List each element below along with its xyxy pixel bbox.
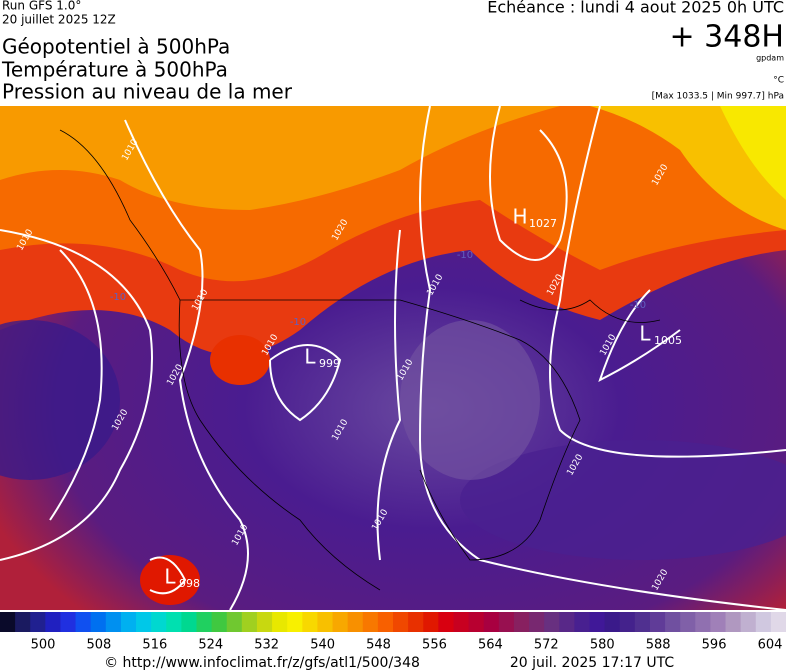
footer-generated: 20 juil. 2025 17:17 UTC: [510, 655, 675, 671]
pressure-center-value: 1005: [654, 334, 682, 347]
colorbar-swatch: [634, 612, 651, 632]
colorbar-tick-label: 532: [254, 638, 279, 653]
colorbar-swatch: [105, 612, 122, 632]
title-line: Pression au niveau de la mer: [2, 80, 293, 104]
temperature-label: -10: [630, 300, 646, 311]
coastlines: [59, 129, 661, 591]
colorbar-swatch: [377, 612, 394, 632]
colorbar-swatch: [665, 612, 681, 632]
temperature-label: -10: [110, 292, 126, 303]
run-date: 20 juillet 2025 12Z: [2, 13, 116, 27]
colorbar-swatch: [513, 612, 530, 632]
colorbar-tick-label: 548: [366, 638, 391, 653]
colorbar: 500 508 516 524 532 540 548 556 564 572 580 588 596 6…: [0, 612, 786, 653]
pressure-center-letter: L: [304, 345, 316, 369]
colorbar-swatch: [60, 612, 77, 632]
colorbar-tick-label: 500: [31, 638, 56, 653]
unit-geopotential: gpdam: [756, 54, 784, 63]
colorbar-tick-label: 564: [478, 638, 503, 653]
colorbar-swatch: [710, 612, 727, 632]
colorbar-tick-label: 540: [310, 638, 335, 653]
colorbar-swatch: [362, 612, 379, 632]
colorbar-swatch: [574, 612, 590, 632]
colorbar-tick-label: 596: [702, 638, 727, 653]
colorbar-tick-label: 516: [142, 638, 167, 653]
colorbar-swatch: [604, 612, 621, 632]
colorbar-swatch: [287, 612, 303, 632]
colorbar-swatch: [725, 612, 742, 632]
colorbar-swatch: [529, 612, 545, 632]
colorbar-swatch: [393, 612, 409, 632]
colorbar-swatch: [120, 612, 137, 632]
colorbar-swatch: [408, 612, 424, 632]
colorbar-swatch: [589, 612, 606, 632]
colorbar-swatch: [181, 612, 197, 632]
title-line: Géopotentiel à 500hPa: [2, 35, 230, 59]
colorbar-swatch: [483, 612, 500, 632]
colorbar-swatch: [272, 612, 288, 632]
map-background: [0, 106, 786, 610]
colorbar-swatch: [423, 612, 439, 632]
colorbar-swatch: [30, 612, 46, 632]
colorbar-swatch: [226, 612, 243, 632]
colorbar-swatch: [317, 612, 334, 632]
colorbar-swatch: [347, 612, 364, 632]
colorbar-swatch: [453, 612, 470, 632]
colorbar-tick-label: 556: [422, 638, 447, 653]
colorbar-swatch: [302, 612, 318, 632]
pressure-center-letter: L: [164, 565, 176, 589]
echeance: Echéance : lundi 4 aout 2025 0h UTC: [487, 0, 784, 17]
colorbar-swatch: [90, 612, 107, 632]
colorbar-swatch: [755, 612, 772, 632]
temperature-label: -10: [290, 317, 306, 328]
lead-time: + 348H: [670, 20, 785, 55]
colorbar-swatch: [544, 612, 560, 632]
colorbar-swatch: [211, 612, 228, 632]
title-line: Température à 500hPa: [1, 58, 228, 82]
pressure-range: [Max 1033.5 | Min 997.7] hPa: [652, 92, 784, 102]
pressure-center-letter: H: [512, 205, 527, 229]
colorbar-swatch: [649, 612, 666, 632]
colorbar-swatch: [770, 612, 786, 632]
colorbar-tick-label: 524: [198, 638, 223, 653]
colorbar-swatch: [0, 612, 16, 632]
colorbar-swatch: [468, 612, 485, 632]
colorbar-tick-label: 508: [87, 638, 112, 653]
colorbar-swatch: [498, 612, 515, 632]
isobars: [0, 105, 786, 611]
temperature-label: -10: [457, 250, 473, 261]
pressure-center-value: 999: [319, 357, 340, 370]
colorbar-swatch: [15, 612, 31, 632]
colorbar-swatch: [332, 612, 349, 632]
unit-temperature: °C: [773, 76, 784, 86]
pressure-center-value: 998: [179, 577, 200, 590]
pressure-center-value: 1027: [529, 217, 557, 230]
colorbar-swatch: [438, 612, 454, 632]
colorbar-swatch: [559, 612, 575, 632]
colorbar-tick-label: 580: [590, 638, 615, 653]
colorbar-swatch: [196, 612, 213, 632]
colorbar-tick-label: 572: [534, 638, 559, 653]
pressure-center-letter: L: [639, 322, 651, 346]
colorbar-swatch: [695, 612, 711, 632]
footer-source: © http://www.infoclimat.fr/z/gfs/atl1/50…: [104, 655, 420, 671]
colorbar-swatch: [45, 612, 61, 632]
colorbar-swatch: [680, 612, 696, 632]
colorbar-tick-label: 604: [758, 638, 783, 653]
colorbar-tick-label: 588: [646, 638, 671, 653]
colorbar-swatch: [740, 612, 757, 632]
colorbar-swatch: [75, 612, 92, 632]
colorbar-swatch: [256, 612, 273, 632]
run-label: Run GFS 1.0°: [2, 0, 81, 13]
colorbar-swatch: [241, 612, 258, 632]
colorbar-swatch: [166, 612, 182, 632]
colorbar-swatch: [151, 612, 167, 632]
colorbar-swatch: [136, 612, 152, 632]
colorbar-swatch: [619, 612, 636, 632]
